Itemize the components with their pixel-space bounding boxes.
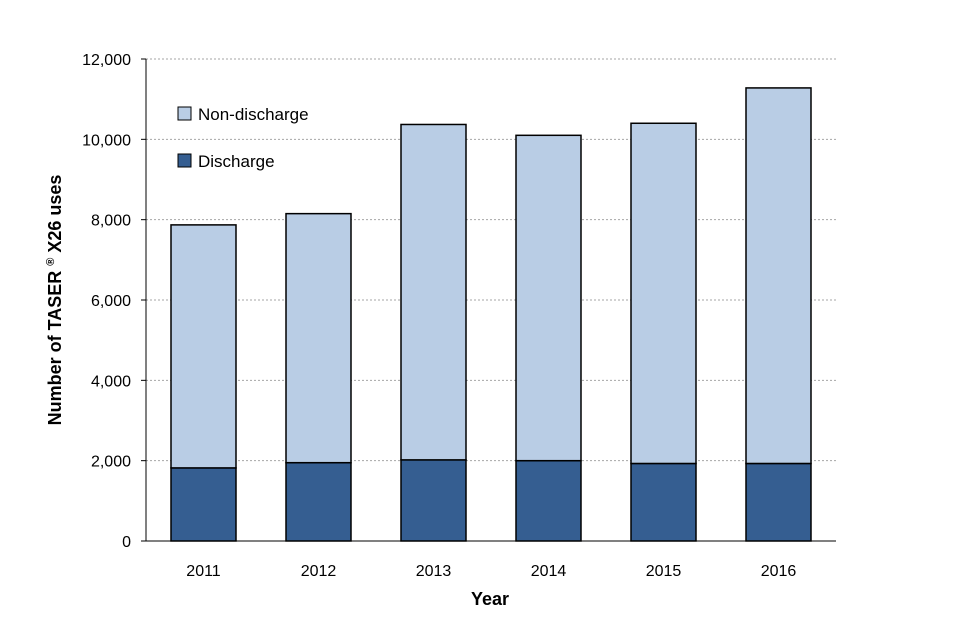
y-axis-title: Number of TASER ® X26 uses bbox=[45, 175, 65, 426]
y-tick-labels: 0 2,000 4,000 6,000 8,000 10,000 12,000 bbox=[82, 52, 146, 551]
bar-discharge-2012 bbox=[285, 461, 352, 542]
x-tick-labels: 2011 2012 2013 2014 2015 2016 bbox=[186, 563, 796, 580]
y-tick-label: 4,000 bbox=[91, 373, 131, 390]
bar-non-discharge-2012 bbox=[285, 212, 352, 464]
bar-non-discharge-2015 bbox=[630, 122, 697, 465]
x-tick-label: 2013 bbox=[416, 563, 452, 580]
y-axis-title-prefix: Number of TASER bbox=[45, 271, 65, 426]
bar-non-discharge-2014 bbox=[515, 134, 582, 462]
bar-non-discharge-2011 bbox=[170, 224, 237, 469]
x-tick-label: 2015 bbox=[646, 563, 682, 580]
legend: Non-discharge Discharge bbox=[177, 105, 309, 171]
x-tick-label: 2011 bbox=[186, 563, 221, 580]
x-tick-label: 2016 bbox=[761, 563, 797, 580]
y-tick-label: 8,000 bbox=[91, 213, 131, 230]
bar-non-discharge-2013 bbox=[400, 123, 467, 461]
y-tick-label: 12,000 bbox=[82, 52, 131, 69]
bar-discharge-2011 bbox=[170, 467, 237, 542]
legend-swatch-non-discharge bbox=[177, 106, 192, 121]
x-tick-label: 2014 bbox=[531, 563, 567, 580]
gridlines bbox=[146, 58, 836, 462]
y-tick-label: 10,000 bbox=[82, 132, 131, 149]
y-tick-label: 6,000 bbox=[91, 293, 131, 310]
bars bbox=[170, 87, 812, 542]
registered-mark: ® bbox=[45, 258, 57, 266]
bar-discharge-2016 bbox=[745, 462, 812, 542]
x-tick-label: 2012 bbox=[301, 563, 337, 580]
legend-label-discharge: Discharge bbox=[198, 152, 275, 171]
legend-swatch-discharge bbox=[177, 153, 192, 168]
y-tick-label: 2,000 bbox=[91, 454, 131, 471]
y-tick-label: 0 bbox=[122, 534, 131, 551]
bar-discharge-2014 bbox=[515, 459, 582, 542]
x-axis-title: Year bbox=[471, 589, 509, 609]
y-axis-title-suffix: X26 uses bbox=[45, 175, 65, 253]
bar-non-discharge-2016 bbox=[745, 87, 812, 465]
legend-label-non-discharge: Non-discharge bbox=[198, 105, 309, 124]
bar-discharge-2013 bbox=[400, 459, 467, 542]
bar-discharge-2015 bbox=[630, 462, 697, 542]
